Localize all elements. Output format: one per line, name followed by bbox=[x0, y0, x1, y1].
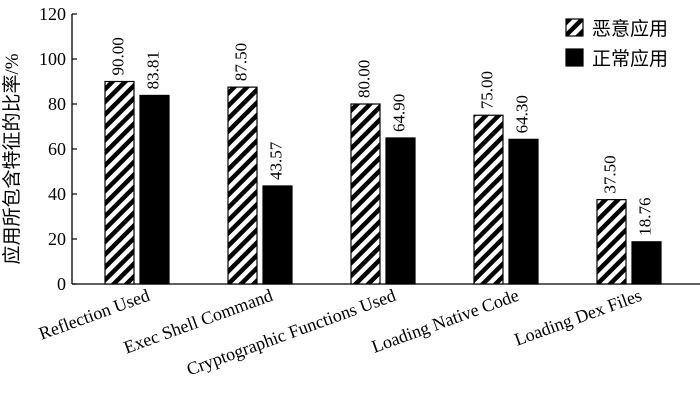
data-label: 75.00 bbox=[477, 71, 496, 109]
bar-malicious bbox=[104, 80, 135, 285]
bar-malicious bbox=[473, 114, 504, 285]
y-tick-label: 0 bbox=[57, 274, 66, 294]
data-label: 43.57 bbox=[266, 141, 285, 180]
y-tick-label: 60 bbox=[48, 139, 66, 159]
bar-malicious bbox=[350, 103, 381, 285]
bar-normal bbox=[508, 138, 539, 285]
data-label: 90.00 bbox=[108, 37, 127, 75]
y-tick-label: 40 bbox=[48, 184, 66, 204]
legend-swatch bbox=[565, 48, 584, 67]
bars bbox=[104, 80, 662, 285]
legend-swatch bbox=[565, 18, 584, 37]
data-label: 18.76 bbox=[635, 198, 654, 236]
data-labels: 90.00 83.81 87.50 43.57 80.00 64.90 75.00 64.30… bbox=[108, 37, 654, 236]
bar-malicious bbox=[227, 86, 258, 285]
y-tick-label: 120 bbox=[39, 4, 66, 24]
y-tick-label: 80 bbox=[48, 94, 66, 114]
bar-malicious bbox=[596, 199, 627, 285]
x-tick-label: Loading Dex Files bbox=[512, 285, 645, 350]
data-label: 83.81 bbox=[143, 51, 162, 89]
data-label: 80.00 bbox=[354, 60, 373, 98]
data-label: 87.50 bbox=[231, 43, 250, 81]
bar-normal bbox=[262, 185, 293, 285]
data-label: 64.90 bbox=[389, 94, 408, 132]
y-tick-label: 100 bbox=[39, 49, 66, 69]
data-label: 64.30 bbox=[512, 95, 531, 133]
data-label: 37.50 bbox=[600, 155, 619, 193]
legend-label: 恶意应用 bbox=[592, 18, 668, 40]
bar-normal bbox=[385, 137, 416, 285]
legend-label: 正常应用 bbox=[592, 48, 668, 70]
y-axis-title: 应用所包含特征的比率/% bbox=[1, 53, 23, 264]
x-tick-label: Cryptographic Functions Used bbox=[184, 285, 398, 379]
bar-normal bbox=[139, 94, 170, 285]
bar-normal bbox=[631, 241, 662, 285]
y-tick-label: 20 bbox=[48, 229, 66, 249]
